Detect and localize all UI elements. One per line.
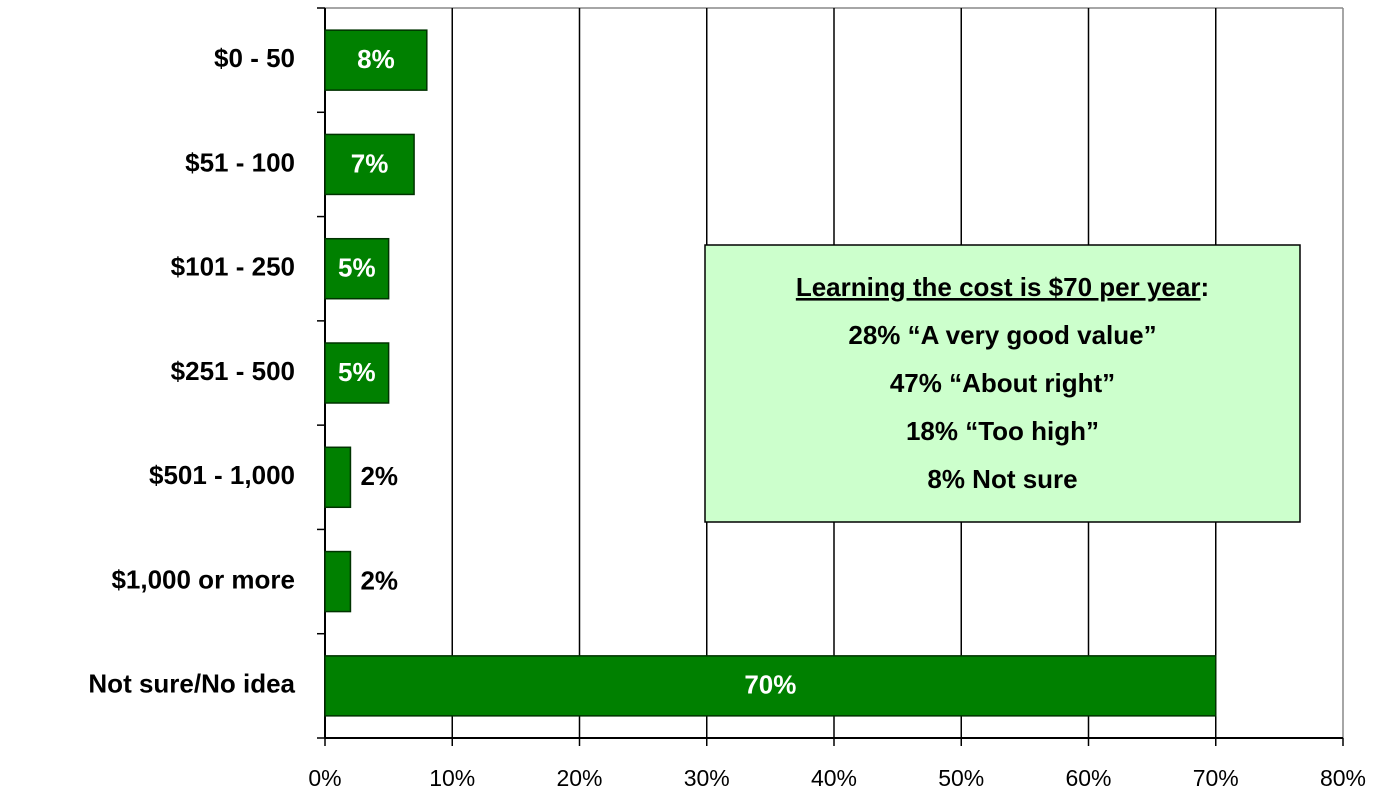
y-tick-label: $1,000 or more (111, 564, 295, 594)
data-label: 8% (357, 44, 395, 74)
bar (324, 237, 390, 300)
x-tick-label: 40% (811, 765, 857, 791)
y-tick-label: $251 - 500 (171, 356, 295, 386)
bar (324, 655, 1217, 717)
annotation-heading-text: Learning the cost is $70 per year (796, 272, 1201, 302)
y-tick-label: $101 - 250 (171, 252, 295, 282)
data-label: 5% (338, 253, 376, 283)
y-tick-label: $501 - 1,000 (149, 460, 295, 490)
bar (324, 342, 390, 404)
x-tick-label: 80% (1320, 765, 1366, 791)
data-label: 70% (744, 670, 796, 700)
y-tick-label: $0 - 50 (214, 43, 295, 73)
x-tick-label: 20% (556, 765, 602, 791)
x-tick-label: 30% (684, 765, 730, 791)
data-label: 7% (351, 148, 389, 178)
x-tick-label: 70% (1193, 765, 1239, 791)
x-tick-label: 0% (308, 765, 341, 791)
annotation-line: 18% “Too high” (906, 416, 1099, 446)
bar (324, 550, 352, 613)
y-tick-label: Not sure/No idea (88, 669, 295, 699)
annotation-line: 47% “About right” (890, 368, 1115, 398)
annotation-heading-end: : (1200, 272, 1209, 302)
annotation-heading: Learning the cost is $70 per year: (796, 272, 1209, 302)
data-label: 2% (360, 565, 398, 595)
annotation-box (704, 244, 1301, 523)
annotation-line: 8% Not sure (927, 464, 1077, 494)
bar (324, 29, 428, 91)
x-tick-label: 10% (429, 765, 475, 791)
data-label: 5% (338, 357, 376, 387)
bar (324, 446, 352, 509)
data-label: 2% (360, 461, 398, 491)
x-tick-label: 50% (938, 765, 984, 791)
y-tick-label: $51 - 100 (185, 147, 295, 177)
annotation-line: 28% “A very good value” (848, 320, 1156, 350)
bar (324, 133, 415, 196)
x-tick-label: 60% (1065, 765, 1111, 791)
